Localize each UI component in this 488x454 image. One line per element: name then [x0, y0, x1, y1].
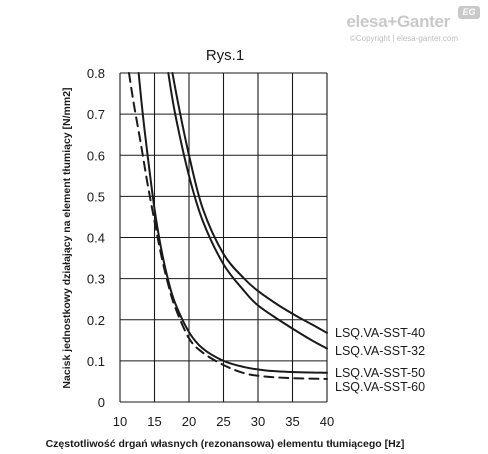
grid — [119, 72, 328, 403]
brand-logo: elesa+Ganter — [346, 12, 450, 31]
x-axis-label: Częstotliwość drgań własnych (rezonansow… — [46, 438, 405, 450]
x-tick-label: 40 — [320, 414, 334, 429]
y-axis-label: Nacisk jednostkowy działający na element… — [61, 87, 73, 388]
y-tick-labels: 0 0.1 0.2 0.3 0.4 0.5 0.6 0.7 0.8 — [87, 66, 105, 410]
series-lines — [127, 72, 328, 380]
legend-label: LSQ.VA-SST-60 — [335, 380, 425, 394]
brand-copyright: ©Copyright | elesa-ganter.com — [349, 34, 458, 43]
series-line-lsq-va-sst-50 — [137, 72, 328, 374]
legend-label: LSQ.VA-SST-32 — [335, 344, 425, 358]
legend-label: LSQ.VA-SST-40 — [335, 326, 425, 340]
legend: LSQ.VA-SST-40 LSQ.VA-SST-32 LSQ.VA-SST-50L… — [335, 326, 425, 394]
series-line-lsq-va-sst-40 — [171, 72, 328, 334]
chart-title: Rys.1 — [206, 47, 244, 64]
x-tick-label: 20 — [182, 414, 196, 429]
y-tick-label: 0.6 — [87, 148, 105, 163]
x-tick-label: 15 — [147, 414, 161, 429]
y-tick-label: 0.4 — [87, 231, 105, 246]
series-line-lsq-va-sst-32 — [167, 72, 328, 350]
y-tick-label: 0.7 — [87, 107, 105, 122]
y-tick-label: 0.2 — [87, 313, 105, 328]
x-tick-label: 30 — [251, 414, 265, 429]
y-tick-label: 0.5 — [87, 189, 105, 204]
y-tick-label: 0.1 — [87, 354, 105, 369]
y-tick-label: 0.8 — [87, 66, 105, 81]
x-tick-label: 25 — [216, 414, 230, 429]
legend-label: LSQ.VA-SST-50 — [335, 366, 425, 380]
y-tick-label: 0.3 — [87, 272, 105, 287]
x-tick-label: 35 — [285, 414, 299, 429]
x-tick-label: 10 — [113, 414, 127, 429]
eg-badge-logo: EG — [458, 6, 480, 19]
y-tick-label: 0 — [98, 395, 105, 410]
series-line-lsq-va-sst-60 — [127, 72, 328, 380]
x-tick-labels: 10 15 20 25 30 35 40 — [113, 414, 334, 429]
